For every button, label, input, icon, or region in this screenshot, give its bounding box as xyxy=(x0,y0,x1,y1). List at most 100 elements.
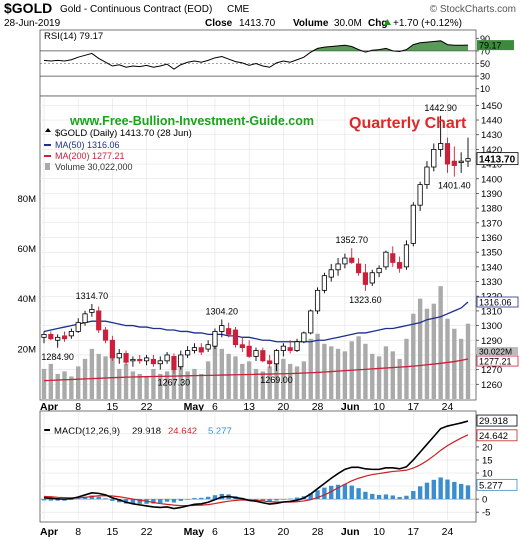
volume-bar xyxy=(158,373,163,399)
candle-up xyxy=(465,158,471,162)
candle-up xyxy=(369,272,375,284)
candle-up xyxy=(424,166,430,186)
rsi-overbought-fill xyxy=(44,40,468,51)
price-date-label: 24 xyxy=(442,401,454,413)
macd-histogram-bar xyxy=(281,499,286,500)
signal-tag: 24.642 xyxy=(479,431,508,442)
candle-up xyxy=(458,160,464,164)
volume-value: 30.0M xyxy=(334,18,362,29)
volume-tick-label: 40M xyxy=(18,294,37,305)
volume-bar xyxy=(335,348,341,399)
volume-bar xyxy=(178,366,183,399)
candle-down xyxy=(260,350,266,362)
candle-up xyxy=(55,336,61,341)
macd-date-label: 15 xyxy=(107,526,119,538)
macd-histogram-bar xyxy=(294,497,300,500)
candle-up xyxy=(157,360,163,365)
macd-histogram-bar xyxy=(158,499,163,504)
price-date-label: 6 xyxy=(212,401,218,413)
candle-up xyxy=(41,333,47,338)
rsi-frame xyxy=(39,29,477,97)
macd-histogram-bar xyxy=(103,498,108,500)
volume-bar xyxy=(62,371,67,399)
candle-up xyxy=(403,244,410,268)
candle-up xyxy=(212,331,218,347)
rsi-tick-label: 50 xyxy=(480,59,490,69)
price-last-tag: 1413.70 xyxy=(479,155,516,166)
volume-tick-label: 60M xyxy=(18,244,37,255)
macd-tick-label: 0 xyxy=(482,495,487,506)
candle-up xyxy=(68,331,74,337)
macd-tick-label: 15 xyxy=(482,455,493,466)
volume-bar xyxy=(370,353,375,399)
candle-up xyxy=(75,322,81,332)
volume-bar xyxy=(185,371,190,399)
macd-histogram-bar xyxy=(424,482,430,500)
price-date-label: 15 xyxy=(107,401,119,413)
candle-down xyxy=(397,262,403,269)
macd-histogram-bar xyxy=(458,483,464,500)
macd-histogram-bar xyxy=(404,495,409,500)
price-tick-label: 1440 xyxy=(481,116,502,127)
candle-up xyxy=(116,353,122,359)
price-date-label: 17 xyxy=(407,401,419,413)
volume-tag: 30.022M xyxy=(479,347,512,357)
macd-frame xyxy=(39,410,477,523)
price-date-label: 28 xyxy=(312,401,324,413)
signal-tag-box xyxy=(476,429,518,442)
macd-histogram-bar xyxy=(465,485,471,500)
candle-down xyxy=(198,347,204,353)
macd-histogram-bar xyxy=(178,499,183,501)
rsi-tick-label: 30 xyxy=(480,72,490,82)
volume-bar xyxy=(356,336,361,399)
macd-histogram-bar xyxy=(55,499,60,501)
macd-histogram-bar xyxy=(76,498,81,500)
candle-up xyxy=(383,251,389,268)
volume-bar xyxy=(274,353,279,399)
macd-date-label: 8 xyxy=(75,526,81,538)
price-annotation: 1284.90 xyxy=(41,352,74,362)
macd-line xyxy=(43,420,469,510)
volume-bar xyxy=(219,348,224,399)
volume-bar xyxy=(281,358,286,399)
rsi-tick-label: 10 xyxy=(480,84,490,94)
candle-down xyxy=(451,160,457,166)
macd-histogram-bar xyxy=(48,499,54,501)
price-date-axis: Apr 8 15 22 May 6 13 20 28 Jun 10 17 24 xyxy=(40,401,453,413)
volume-bar xyxy=(445,318,450,399)
volume-bar xyxy=(123,363,129,399)
macd-date-label: 20 xyxy=(278,526,290,538)
price-date-label: May xyxy=(184,401,205,413)
price-annotation: 1401.40 xyxy=(438,181,471,191)
macd-date-axis: Apr 8 15 22 May 6 13 20 28 Jun 10 17 24 xyxy=(40,526,453,538)
price-tick-label: 1300 xyxy=(481,321,502,332)
volume-bar xyxy=(404,338,409,399)
volume-bar xyxy=(55,373,60,399)
price-tick-label: 1420 xyxy=(481,145,502,156)
chart-title: Quarterly Chart xyxy=(349,115,467,132)
volume-bar xyxy=(411,313,416,399)
macd-histogram-bar xyxy=(363,491,368,500)
macd-histogram-bar xyxy=(349,485,354,500)
macd-histogram-bar xyxy=(383,494,389,500)
candle-down xyxy=(137,358,143,362)
price-legend-text: $GOLD (Daily) 1413.70 (28 Jun) xyxy=(55,128,192,139)
close-value: 1413.70 xyxy=(239,18,276,29)
volume-bar xyxy=(267,366,272,399)
rsi-panel: RSI(14) 79.17 90 70 50 30 10 79.17 xyxy=(39,29,514,97)
rsi-tick-label: 70 xyxy=(480,46,490,56)
macd-histogram-bar xyxy=(274,499,279,501)
macd-histogram-bar xyxy=(370,493,375,500)
macd-date-label: 6 xyxy=(212,526,218,538)
ma200-legend-text: MA(200) 1277.21 xyxy=(55,151,125,161)
candle-up xyxy=(342,257,348,265)
price-annotation: 1323.60 xyxy=(349,295,382,305)
volume-bar xyxy=(246,361,252,399)
candle-legend-icon xyxy=(45,128,51,132)
candle-up xyxy=(130,358,136,362)
candle-down xyxy=(96,310,102,331)
price-tick-label: 1370 xyxy=(481,218,502,229)
macd-histogram-bar xyxy=(438,477,443,500)
volume-bar xyxy=(171,358,177,399)
volume-bar xyxy=(342,351,348,399)
